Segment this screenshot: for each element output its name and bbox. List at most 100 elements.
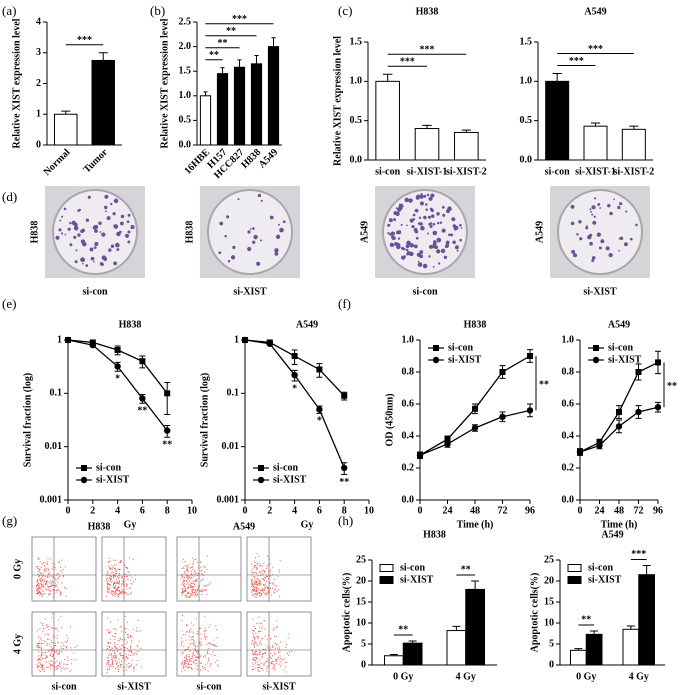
chart-title: H838 — [416, 6, 439, 17]
y-tick-label: 20 — [544, 575, 554, 586]
marker — [316, 406, 323, 413]
error-bar — [203, 91, 208, 96]
x-tick-label: 0 — [578, 505, 583, 516]
error-bar — [237, 59, 242, 68]
x-tick-label: 0 — [418, 505, 423, 516]
y-tick-label: 0 — [36, 139, 41, 150]
x-tick-label: 0 Gy — [393, 671, 413, 682]
point-label: ** — [137, 406, 147, 417]
y-tick-label: 1 — [234, 334, 239, 345]
flow-plot — [176, 536, 242, 602]
marker — [64, 336, 72, 344]
legend-label: si-XIST — [273, 474, 307, 485]
plate-group: si-XIST — [583, 286, 617, 297]
x-tick-label: 2 — [90, 505, 95, 516]
point-label: * — [292, 383, 297, 394]
x-tick-label: 24 — [443, 505, 453, 516]
y-tick-label: 1 — [36, 109, 41, 120]
significance: ** — [581, 614, 591, 625]
y-tick-label: 0.4 — [402, 430, 415, 441]
bar — [250, 63, 263, 146]
flow-group: si-con — [197, 681, 222, 692]
events — [251, 616, 293, 673]
x-tick-label: 4 Gy — [629, 671, 649, 682]
x-tick-label: 8 — [342, 505, 347, 516]
chart-title: A549 — [296, 319, 318, 330]
marker — [444, 436, 451, 443]
y-tick-label: 0.5 — [520, 115, 533, 126]
error-bar — [629, 125, 639, 130]
y-tick-label: 0.0 — [520, 154, 533, 165]
x-tick-label: Tumor — [82, 147, 111, 176]
y-axis-label: Relative XIST expression level — [11, 18, 22, 148]
y-tick-label: 5 — [549, 638, 554, 649]
legend-marker — [593, 345, 599, 351]
x-tick-label: 48 — [614, 505, 624, 516]
x-tick-label: 4 — [115, 505, 120, 516]
panel-label: (b) — [150, 3, 165, 18]
y-tick-label: 0.0 — [350, 154, 363, 165]
significance: ** — [226, 26, 236, 37]
error-bar — [642, 564, 651, 575]
y-tick-label: 0 — [361, 659, 366, 670]
events — [36, 613, 78, 673]
error-bar — [271, 37, 276, 47]
panel-label: (d) — [2, 189, 17, 204]
y-tick-label: 2.5 — [179, 16, 192, 27]
bar — [91, 59, 115, 146]
marker — [526, 407, 534, 414]
panel-label: (f) — [338, 296, 351, 311]
y-tick-label: 0.0 — [402, 494, 415, 505]
point-label: ** — [162, 440, 172, 451]
bar — [454, 131, 479, 161]
y-tick-label: 2 — [36, 78, 41, 89]
error-bar — [164, 381, 171, 416]
marker — [341, 392, 348, 399]
significance: *** — [569, 56, 584, 67]
y-tick-label: 1.5 — [179, 65, 192, 76]
x-axis-label: Gy — [124, 519, 137, 530]
y-tick-label: 3 — [36, 47, 41, 58]
chart-title: A549 — [584, 6, 606, 17]
marker — [291, 371, 298, 379]
plate — [557, 189, 643, 275]
plate-cell: A549 — [534, 221, 545, 243]
x-tick-label: 4 Gy — [456, 671, 476, 682]
bar — [199, 95, 212, 146]
events — [106, 615, 143, 674]
marker — [635, 369, 642, 375]
legend-marker — [257, 476, 265, 484]
y-tick-label: 15 — [356, 596, 366, 607]
legend-swatch — [567, 564, 582, 572]
point-label: * — [317, 416, 322, 427]
bar — [54, 113, 78, 146]
marker — [291, 353, 298, 360]
legend-label: si-XIST — [96, 474, 130, 485]
error-bar — [408, 640, 417, 644]
chart-title: A549 — [608, 319, 630, 330]
legend-label: si-con — [96, 462, 121, 473]
x-tick-label: si-XIST-1 — [575, 166, 616, 177]
flow-cell: A549 — [233, 521, 255, 532]
panel-label: (g) — [2, 513, 17, 528]
plate-group: si-XIST — [233, 286, 267, 297]
marker — [241, 336, 249, 344]
x-tick-label: 4 — [292, 505, 297, 516]
events — [181, 555, 212, 598]
y-axis-label: Survival fraction (log) — [22, 373, 33, 467]
error-bar — [574, 648, 583, 651]
marker — [139, 358, 146, 365]
error-bar — [98, 52, 108, 61]
bar — [414, 128, 440, 161]
y-tick-label: 10 — [356, 617, 366, 628]
flow-dose: 4 Gy — [12, 634, 23, 654]
flow-cell: H838 — [88, 521, 111, 532]
panel-label: (h) — [338, 513, 353, 528]
legend-marker — [432, 356, 440, 364]
significance: *** — [77, 35, 92, 46]
flow-plot — [101, 611, 167, 677]
marker — [615, 423, 623, 430]
flow-plot — [31, 536, 97, 602]
marker — [114, 363, 121, 370]
bar — [622, 628, 640, 666]
